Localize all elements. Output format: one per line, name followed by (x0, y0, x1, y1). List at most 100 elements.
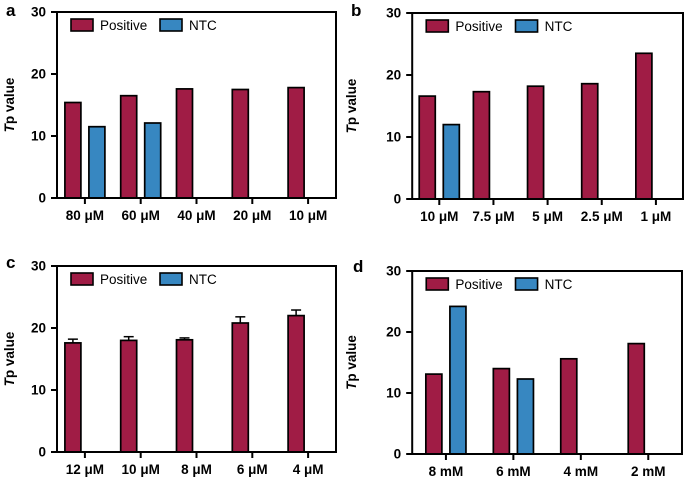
panel-letter-c: c (6, 253, 16, 272)
y-axis-label-italic: T (344, 380, 359, 390)
y-axis-label: Tp value (344, 335, 359, 390)
y-axis-label-rest: p value (2, 331, 17, 378)
positive-bar (526, 85, 545, 200)
ntc-bar (442, 123, 461, 200)
x-tick-label: 60 μM (122, 208, 160, 223)
chart-svg-d: 0 10 20 30 8 mM 6 mM 4 mM 2 mM Tp value Positive N… (344, 264, 683, 479)
legend-swatch-ntc (159, 18, 183, 32)
bar-chart-c: 0 10 20 30 12 μM 10 μM 8 μM 6 μM 4 μM Tp value Pos… (0, 243, 342, 486)
y-tick-label: 10 (386, 386, 401, 401)
y-axis-label-rest: p value (344, 335, 359, 382)
x-tick-label: 1 μM (641, 209, 672, 224)
x-tick-label: 8 μM (181, 462, 212, 477)
y-axis-label-italic: T (344, 123, 359, 133)
legend-label-positive: Positive (100, 18, 147, 33)
legend-swatch-ntc (159, 272, 183, 286)
x-tick-label: 4 mM (564, 464, 599, 479)
legend-swatch-ntc (514, 19, 539, 33)
legend-label-ntc: NTC (189, 18, 217, 33)
x-tick-label: 20 μM (233, 208, 271, 223)
bar-chart-a: 0 10 20 30 80 μM 60 μM 40 μM 20 μM 10 μM Tp value… (0, 0, 342, 243)
positive-bar (175, 338, 194, 453)
positive-bar (580, 82, 599, 200)
y-axis-label-italic: T (2, 122, 17, 132)
y-tick-label: 0 (394, 192, 402, 207)
y-tick-label: 0 (38, 445, 46, 460)
y-tick-label: 20 (386, 68, 401, 83)
positive-bar (472, 90, 491, 200)
positive-bar (231, 88, 250, 199)
positive-bar (64, 101, 82, 199)
y-tick-label: 30 (31, 259, 46, 274)
y-axis-label-rest: p value (344, 78, 359, 125)
x-tick-label: 7.5 μM (472, 209, 514, 224)
positive-bar (559, 357, 578, 455)
x-tick-label: 2.5 μM (581, 209, 623, 224)
panel-d: d 0 10 20 30 8 mM 6 mM 4 mM 2 mM Tp value Positiv… (342, 243, 685, 486)
panel-a: a 0 10 20 30 80 μM 60 μM 40 μM 20 μM 10 μM Tp val… (0, 0, 342, 243)
legend-swatch-ntc (514, 277, 539, 291)
y-axis-label-rest: p value (2, 77, 17, 124)
x-tick-label: 10 μM (420, 209, 458, 224)
x-tick-label: 2 mM (631, 464, 666, 479)
x-tick-label: 40 μM (177, 208, 215, 223)
positive-bar (231, 322, 250, 453)
y-tick-label: 10 (386, 130, 401, 145)
ntc-bar (88, 125, 106, 199)
ntc-bar (449, 305, 467, 455)
legend-label-ntc: NTC (545, 19, 573, 34)
panel-c: c 0 10 20 30 12 μM 10 μM 8 μM 6 μM 4 μM Tp value P… (0, 243, 342, 486)
legend-swatch-positive (425, 19, 450, 33)
y-tick-label: 30 (31, 5, 46, 20)
y-tick-label: 30 (386, 6, 401, 21)
y-tick-label: 0 (38, 191, 46, 206)
legend-label-positive: Positive (100, 272, 147, 287)
positive-bar (627, 342, 646, 455)
positive-bar (64, 342, 82, 453)
legend-swatch-positive (70, 18, 94, 32)
y-tick-label: 30 (386, 264, 401, 279)
y-tick-label: 0 (394, 447, 402, 462)
x-tick-label: 5 μM (532, 209, 563, 224)
bar-chart-b: 0 10 20 30 10 μM 7.5 μM 5 μM 2.5 μM 1 μM Tp value… (342, 0, 685, 243)
bar-chart-d: 0 10 20 30 8 mM 6 mM 4 mM 2 mM Tp value Positive N… (342, 243, 685, 486)
x-tick-label: 6 mM (496, 464, 531, 479)
positive-bar (119, 94, 138, 199)
positive-bar (424, 373, 443, 455)
positive-bar (175, 88, 194, 199)
positive-bar (492, 367, 511, 455)
x-tick-label: 10 μM (122, 462, 160, 477)
positive-bar (287, 314, 305, 453)
panel-b: b 0 10 20 30 10 μM 7.5 μM 5 μM 2.5 μM 1 μM Tp val… (342, 0, 685, 243)
y-tick-label: 20 (31, 321, 46, 336)
positive-bar (418, 95, 437, 200)
x-tick-label: 10 μM (289, 208, 327, 223)
positive-bar (119, 339, 138, 453)
plot-border (411, 270, 683, 455)
positive-bar (635, 52, 653, 200)
x-tick-label: 80 μM (66, 208, 104, 223)
chart-svg-a: 0 10 20 30 80 μM 60 μM 40 μM 20 μM 10 μM Tp value… (2, 5, 337, 223)
y-tick-label: 10 (31, 129, 46, 144)
ntc-bar (516, 378, 535, 455)
legend-swatch-positive (425, 277, 450, 291)
x-tick-label: 8 mM (429, 464, 464, 479)
y-axis-label-italic: T (2, 376, 17, 386)
legend-label-ntc: NTC (189, 272, 217, 287)
legend-label-positive: Positive (455, 277, 502, 292)
x-tick-label: 4 μM (293, 462, 324, 477)
ntc-bar (143, 122, 162, 199)
y-axis-label: Tp value (344, 78, 359, 133)
legend-swatch-positive (70, 272, 94, 286)
x-tick-label: 6 μM (237, 462, 268, 477)
x-tick-label: 12 μM (66, 462, 104, 477)
y-axis-label: Tp value (2, 331, 17, 386)
panel-letter-b: b (351, 1, 362, 20)
panel-letter-a: a (6, 1, 16, 20)
panel-letter-d: d (353, 257, 364, 276)
legend-label-ntc: NTC (545, 277, 573, 292)
y-tick-label: 20 (31, 67, 46, 82)
chart-svg-c: 0 10 20 30 12 μM 10 μM 8 μM 6 μM 4 μM Tp value Pos… (2, 259, 337, 477)
y-tick-label: 10 (31, 383, 46, 398)
